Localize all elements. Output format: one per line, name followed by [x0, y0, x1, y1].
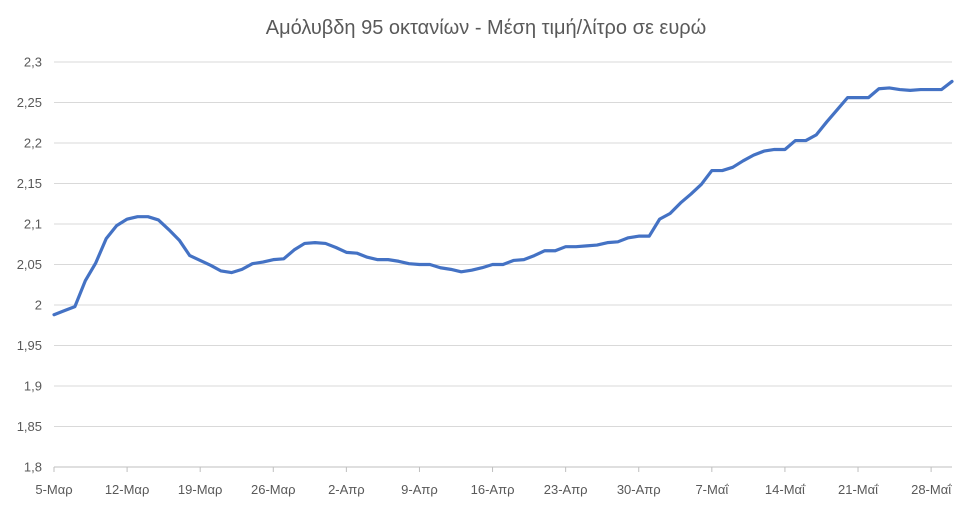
x-tick-label: 12-Μαρ [105, 482, 150, 497]
y-tick-label: 2 [35, 298, 42, 313]
y-tick-label: 2,3 [24, 55, 42, 70]
x-tick-label: 5-Μαρ [35, 482, 72, 497]
x-tick-label: 7-Μαΐ [695, 482, 729, 497]
y-tick-label: 1,9 [24, 379, 42, 394]
x-tick-label: 28-Μαΐ [911, 482, 952, 497]
x-tick-label: 21-Μαΐ [838, 482, 879, 497]
x-axis-tick-labels: 5-Μαρ 12-Μαρ 19-Μαρ 26-Μαρ 2-Απρ 9-Απρ 16-Απρ 2… [35, 482, 952, 497]
x-tick-label: 2-Απρ [328, 482, 365, 497]
series-line [52, 79, 954, 317]
x-tick-label: 23-Απρ [544, 482, 588, 497]
chart-title: Αμόλυβδη 95 οκτανίων - Μέση τιμή/λίτρο σ… [266, 17, 707, 39]
y-tick-label: 2,25 [17, 95, 42, 110]
y-tick-label: 1,85 [17, 419, 42, 434]
y-tick-label: 2,2 [24, 136, 42, 151]
x-tick-label: 16-Απρ [471, 482, 515, 497]
y-tick-label: 1,95 [17, 338, 42, 353]
y-axis-tick-labels: 1,8 1,85 1,9 1,95 2 2,05 2,1 2,15 2,2 2,25 2,3 [17, 55, 42, 475]
x-tick-label: 26-Μαρ [251, 482, 296, 497]
x-tick-label: 14-Μαΐ [765, 482, 806, 497]
y-tick-label: 2,15 [17, 176, 42, 191]
x-tick-label: 9-Απρ [401, 482, 438, 497]
x-tick-label: 19-Μαρ [178, 482, 223, 497]
gridlines [53, 61, 952, 472]
series-layer [52, 79, 954, 317]
y-tick-label: 1,8 [24, 460, 42, 475]
x-tick-label: 30-Απρ [617, 482, 661, 497]
y-tick-label: 2,1 [24, 217, 42, 232]
y-tick-label: 2,05 [17, 257, 42, 272]
